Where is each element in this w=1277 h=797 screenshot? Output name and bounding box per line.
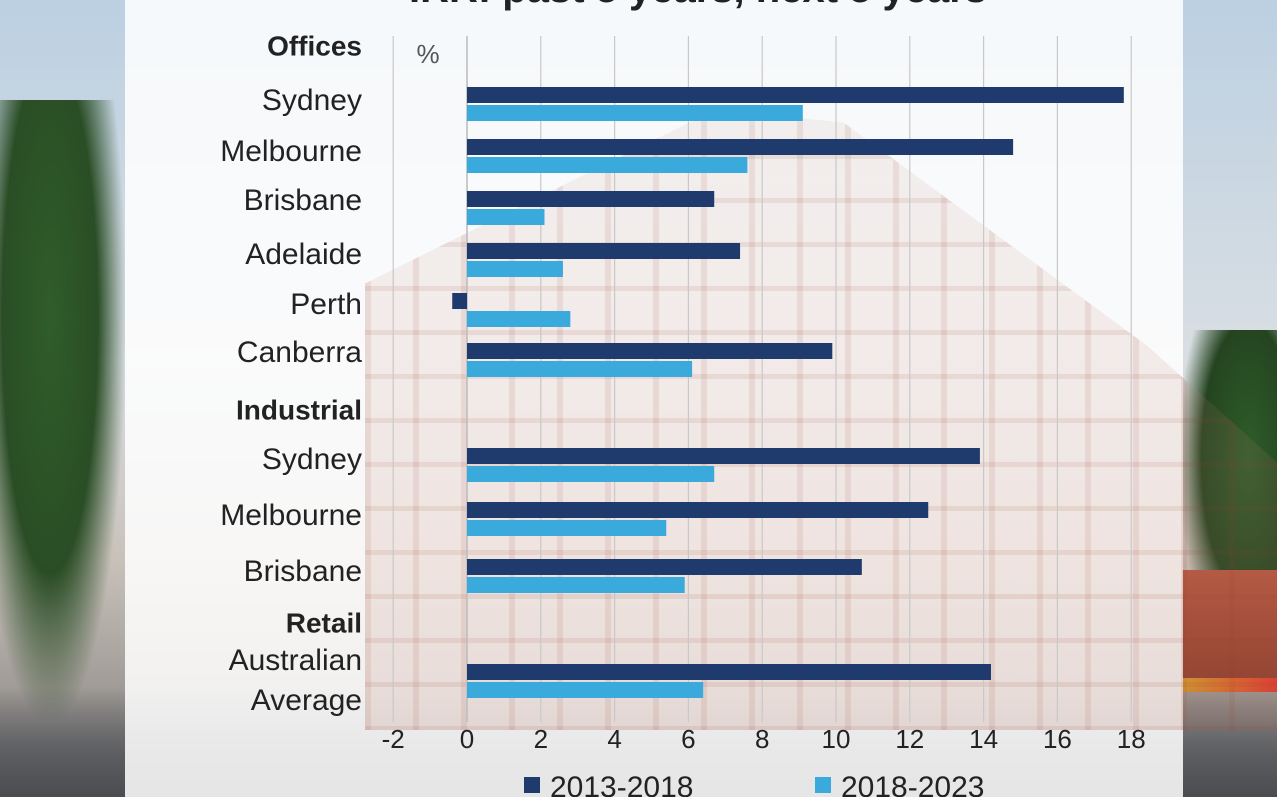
x-tick-label: 14 (969, 724, 998, 754)
x-tick-label: -2 (382, 724, 405, 754)
bar-2013-2018 (467, 191, 715, 207)
bar-2013-2018 (467, 448, 980, 464)
unit-label: % (416, 39, 439, 69)
bar-2018-2023 (467, 105, 803, 121)
x-tick-label: 18 (1117, 724, 1146, 754)
category-label: Melbourne (220, 135, 362, 168)
group-header: Industrial (236, 394, 362, 425)
category-label: Average (251, 684, 362, 717)
x-tick-label: 6 (681, 724, 695, 754)
category-label: Australian (229, 644, 362, 677)
category-label: Canberra (237, 336, 362, 369)
bar-2013-2018 (467, 343, 833, 359)
legend-swatch (524, 777, 540, 793)
x-tick-label: 16 (1043, 724, 1072, 754)
x-tick-labels: -2 0 2 4 6 8 10 12 14 16 18 (382, 724, 1146, 754)
background-building-right (1182, 570, 1277, 680)
bar-2018-2023 (467, 261, 563, 277)
category-label: Perth (290, 288, 362, 321)
legend-label: 2013-2018 (550, 771, 693, 797)
bar-2013-2018 (467, 87, 1124, 103)
bar-2013-2018 (452, 293, 467, 309)
bar-2018-2023 (467, 209, 545, 225)
category-label: Sydney (262, 443, 362, 476)
bar-2013-2018 (467, 559, 862, 575)
bar-2018-2023 (467, 157, 748, 173)
category-labels: Offices Industrial Retail Sydney Melbourne Br… (220, 30, 362, 717)
legend: 2013-2018 2018-2023 (524, 771, 984, 797)
bar-2018-2023 (467, 361, 693, 377)
bar-2018-2023 (467, 520, 667, 536)
bar-2013-2018 (467, 502, 929, 518)
x-tick-label: 2 (534, 724, 548, 754)
category-label: Brisbane (244, 184, 362, 217)
bar-2013-2018 (467, 664, 991, 680)
bar-2018-2023 (467, 682, 704, 698)
bar-2018-2023 (467, 577, 685, 593)
x-tick-label: 4 (607, 724, 621, 754)
legend-swatch (815, 777, 831, 793)
bar-2018-2023 (467, 311, 571, 327)
bar-2013-2018 (467, 139, 1014, 155)
legend-label: 2018-2023 (841, 771, 984, 797)
background-tree-left (0, 100, 125, 720)
group-header: Retail (286, 607, 362, 638)
bar-2018-2023 (467, 466, 715, 482)
category-label: Adelaide (245, 238, 362, 271)
x-tick-label: 12 (895, 724, 924, 754)
category-label: Brisbane (244, 555, 362, 588)
category-label: Melbourne (220, 499, 362, 532)
x-tick-label: 10 (822, 724, 851, 754)
x-tick-label: 8 (755, 724, 769, 754)
gridlines (392, 36, 1132, 722)
group-header: Offices (267, 30, 362, 61)
chart-title: IRR: past 5 years, next 5 years (409, 0, 987, 11)
bars (452, 87, 1124, 698)
category-label: Sydney (262, 84, 362, 117)
bar-2013-2018 (467, 243, 741, 259)
x-tick-label: 0 (460, 724, 474, 754)
